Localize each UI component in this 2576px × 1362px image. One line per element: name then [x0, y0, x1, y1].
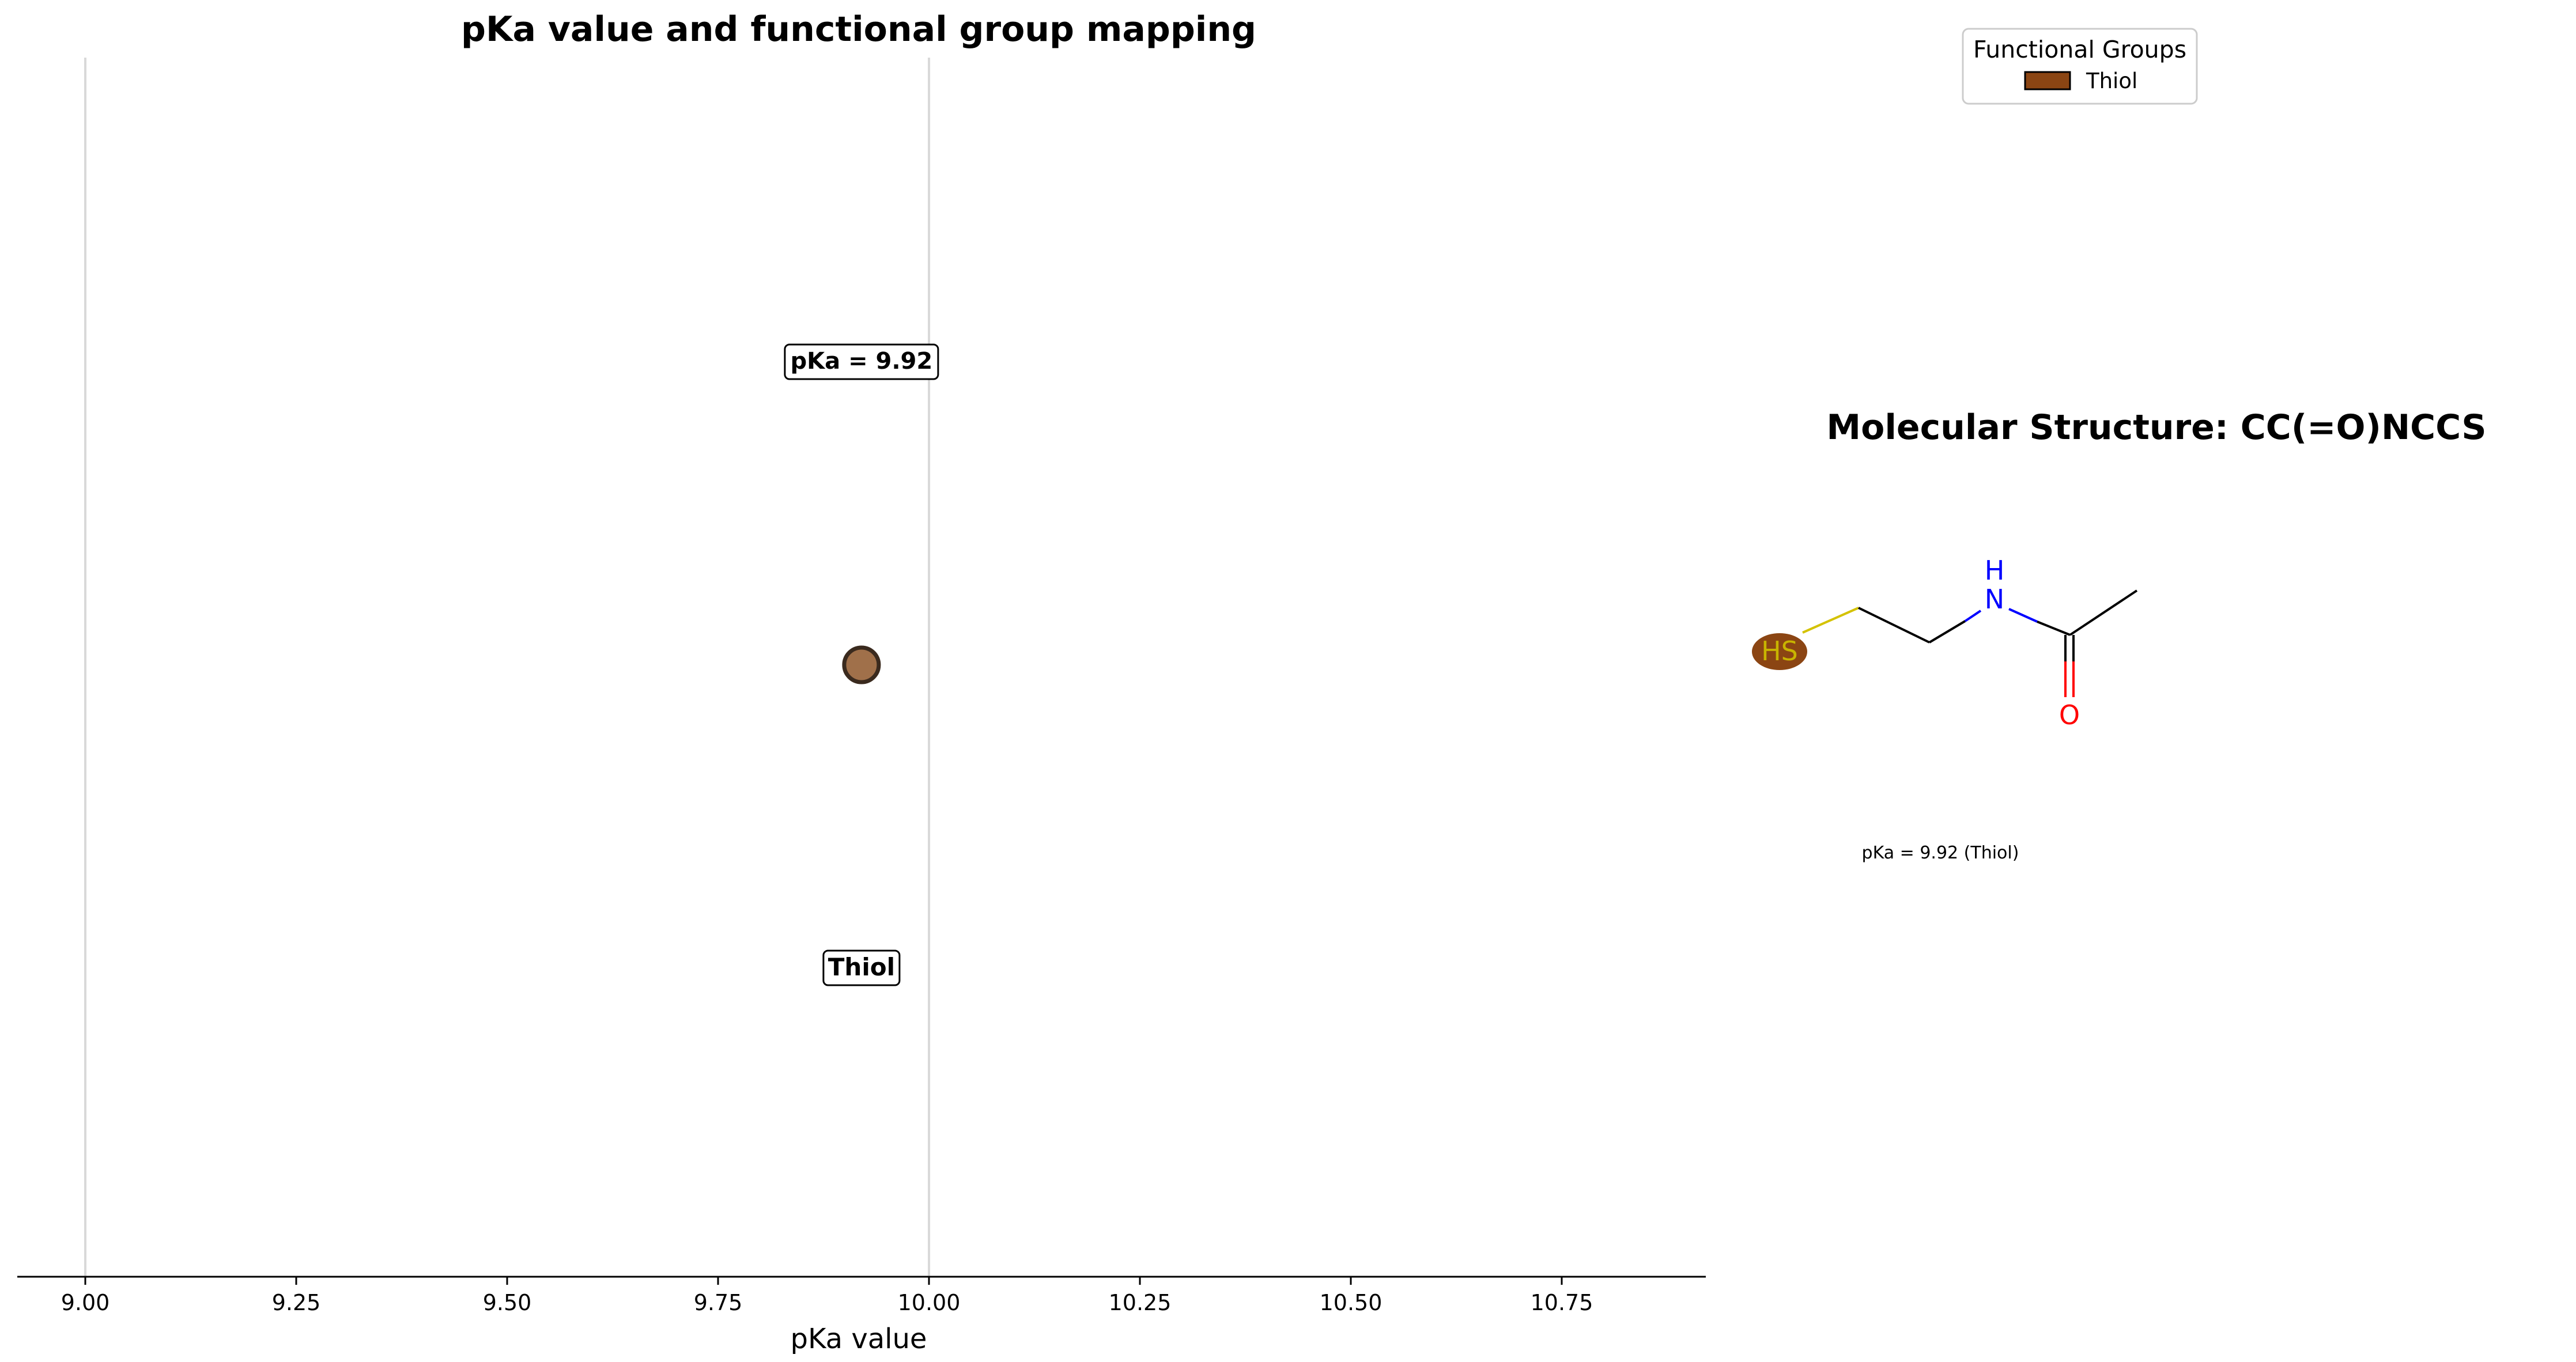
- bond-n-c-nitrogen-half: [2008, 608, 2038, 623]
- x-tick-label: 9.50: [483, 1290, 532, 1315]
- legend: Functional Groups Thiol: [1962, 28, 2198, 105]
- plot-title: pKa value and functional group mapping: [461, 9, 1256, 50]
- x-tick-label: 10.75: [1531, 1290, 1593, 1315]
- atom-nitrogen: N: [1985, 584, 2004, 615]
- bond-c-n-carbon-half: [1928, 620, 1966, 644]
- x-tick-label: 9.25: [272, 1290, 321, 1315]
- bond-s-c: [1802, 607, 1859, 634]
- atom-nitrogen-hydrogen: H: [1985, 555, 2005, 586]
- x-tick-label: 10.25: [1109, 1290, 1172, 1315]
- atom-sulfur: HS: [1761, 635, 1798, 667]
- legend-frame: [1962, 28, 2198, 105]
- pka-plot: pKa value and functional group mapping 9…: [17, 9, 1706, 1355]
- legend-title: Functional Groups: [1973, 36, 2186, 63]
- x-axis-label: pKa value: [791, 1323, 927, 1355]
- value-label-box: [784, 343, 939, 380]
- x-axis-ticks: 9.00 9.25 9.50 9.75 10.00 10.25 10.50 10.75: [61, 1277, 1593, 1315]
- legend-swatch-thiol: [2024, 71, 2071, 90]
- x-tick-label: 9.00: [61, 1290, 110, 1315]
- molecule-panel: Molecular Structure: CC(=O)NCCS HS H N O…: [1752, 407, 2487, 863]
- bond-c-ch3: [2069, 589, 2138, 636]
- molecule-bonds: [1802, 589, 2138, 697]
- x-tick-label: 10.00: [898, 1290, 961, 1315]
- molecule-caption: pKa = 9.92 (Thiol): [1862, 843, 2019, 863]
- x-tick-label: 10.50: [1320, 1290, 1383, 1315]
- value-label: pKa = 9.92: [791, 348, 933, 374]
- bond-c-c: [1858, 607, 1930, 644]
- reference-lines: [84, 58, 930, 1277]
- group-label: Thiol: [828, 953, 895, 981]
- bond-c-n-nitrogen-half: [1964, 610, 1982, 622]
- thiol-highlight: [1752, 633, 1807, 670]
- x-tick-label: 9.75: [694, 1290, 743, 1315]
- point-thiol: [842, 645, 881, 684]
- bond-n-c-carbon-half: [2037, 621, 2071, 636]
- molecule-title: Molecular Structure: CC(=O)NCCS: [1826, 407, 2486, 448]
- group-label-box: [822, 949, 901, 986]
- atom-oxygen: O: [2059, 699, 2080, 731]
- data-points: pKa = 9.92 Thiol: [784, 343, 939, 986]
- legend-label-thiol: Thiol: [2086, 69, 2137, 93]
